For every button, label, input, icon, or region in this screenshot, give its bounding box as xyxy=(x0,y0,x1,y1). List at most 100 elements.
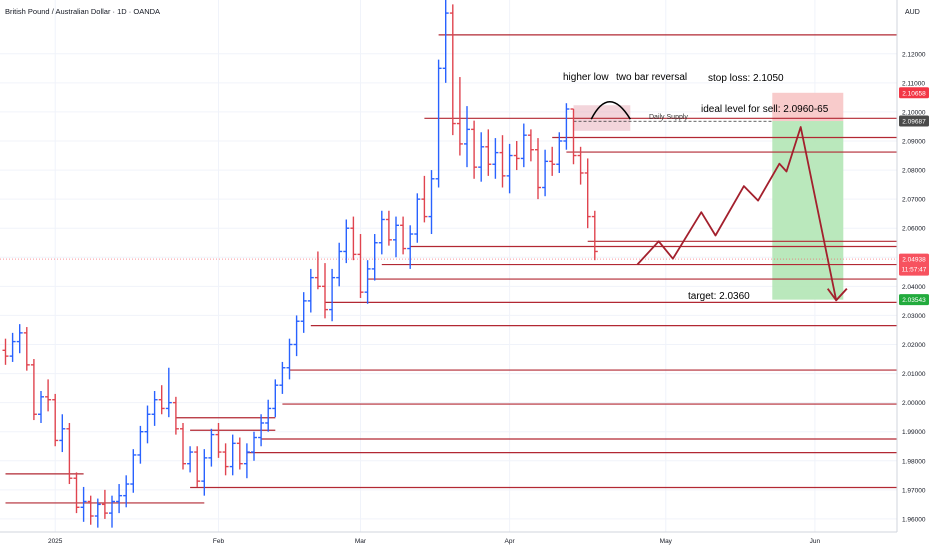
projection-arrow-head xyxy=(826,288,848,302)
ohlc-bar xyxy=(293,315,300,357)
ohlc-bar xyxy=(66,422,73,485)
ohlc-bar xyxy=(258,414,265,447)
ohlc-bar xyxy=(456,77,463,156)
ohlc-bar xyxy=(94,498,101,528)
ohlc-bar xyxy=(464,106,470,168)
price-badge-bg xyxy=(899,115,929,127)
ohlc-bar xyxy=(513,140,520,171)
ohlc-bar xyxy=(570,108,577,165)
price-badge-stop: 2.10658 xyxy=(899,87,929,99)
ohlc-bar xyxy=(236,437,243,470)
ohlc-bar xyxy=(428,170,435,235)
price-tick-label: 2.00000 xyxy=(902,400,926,407)
price-tick-label: 2.08000 xyxy=(902,168,926,175)
ohlc-bar xyxy=(407,225,414,269)
price-badge-current: 2.04938 11:57:47 xyxy=(899,253,929,276)
time-tick-label: Apr xyxy=(505,538,516,545)
price-tick-label: 1.98000 xyxy=(902,458,926,465)
ohlc-bar xyxy=(59,414,66,453)
ohlc-bar xyxy=(442,0,449,83)
daily-supply-label: Daily Supply xyxy=(649,114,688,121)
drawings[interactable] xyxy=(590,101,848,302)
grid xyxy=(0,0,897,532)
ohlc-bar xyxy=(9,332,16,362)
time-tick-label: Jun xyxy=(810,538,821,545)
price-badge-target: 2.03543 xyxy=(899,294,929,306)
ohlc-bar xyxy=(400,216,407,255)
ohlc-bar xyxy=(322,263,328,319)
ohlc-bar xyxy=(535,138,541,200)
price-tick-label: 1.96000 xyxy=(902,516,926,523)
currency-label: AUD xyxy=(905,9,920,16)
ohlc-bar xyxy=(23,327,30,371)
price-tick-label: 2.02000 xyxy=(902,342,926,349)
ohlc-bar xyxy=(272,379,279,418)
ohlc-bar xyxy=(584,158,591,229)
price-badge-bg xyxy=(899,253,929,276)
ohlc-bar xyxy=(343,219,350,264)
ohlc-bar xyxy=(194,446,201,487)
price-scale[interactable]: 1.96000 1.97000 1.98000 1.99000 2.00000 2.010… xyxy=(902,51,926,523)
ohlc-bar xyxy=(478,132,485,182)
ohlc-bar xyxy=(180,422,186,470)
ohlc-bar xyxy=(144,405,151,444)
price-badge-value: 2.09687 xyxy=(902,119,926,126)
price-tick-label: 1.99000 xyxy=(902,429,926,436)
time-tick-label: Mar xyxy=(355,538,367,545)
time-scale[interactable]: 2025FebMarAprMayJunJul xyxy=(48,538,932,545)
price-badges: 2.10658 2.09687 2.04938 11:57:47 2.03543 xyxy=(899,87,929,306)
ohlc-bar xyxy=(385,210,392,246)
ohlc-bars xyxy=(2,0,598,528)
price-tick-label: 2.11000 xyxy=(902,80,925,87)
ohlc-bar xyxy=(87,495,94,525)
ohlc-bar xyxy=(449,4,456,136)
ohlc-bar xyxy=(591,210,598,261)
higher-low-label: higher low xyxy=(563,72,609,83)
target-label: target: 2.0360 xyxy=(688,291,750,302)
projected-path[interactable] xyxy=(636,126,848,302)
ohlc-bar xyxy=(123,475,130,508)
ohlc-bar xyxy=(364,260,371,304)
two-bar-reversal-label: two bar reversal xyxy=(616,72,687,83)
ohlc-bar xyxy=(165,367,172,418)
ohlc-bar xyxy=(30,359,37,421)
price-tick-label: 2.06000 xyxy=(902,226,926,233)
ohlc-bar xyxy=(556,132,563,173)
ohlc-bar xyxy=(527,129,534,162)
price-badge-value: 2.10658 xyxy=(902,90,926,97)
price-tick-label: 2.10000 xyxy=(902,109,926,116)
ohlc-bar xyxy=(506,143,513,194)
ohlc-bar xyxy=(208,428,215,467)
zones xyxy=(573,92,844,300)
ohlc-bar xyxy=(286,338,293,380)
ohlc-bar xyxy=(2,338,9,365)
ohlc-bar xyxy=(251,431,257,461)
ohlc-bar xyxy=(229,434,236,476)
ohlc-bar xyxy=(52,393,59,447)
stop-loss-zone xyxy=(772,92,844,122)
ohlc-bar xyxy=(73,472,80,514)
price-tick-label: 2.04000 xyxy=(902,284,926,291)
price-badge-value: 2.04938 xyxy=(902,257,926,264)
ohlc-bar xyxy=(336,242,343,287)
ohlc-bar xyxy=(393,216,399,258)
ohlc-bar xyxy=(357,234,364,298)
time-tick-label: 2025 xyxy=(48,538,63,545)
ohlc-bar xyxy=(435,59,442,188)
price-tick-label: 1.97000 xyxy=(902,487,926,494)
ohlc-bar xyxy=(563,103,570,150)
price-tick-label: 2.01000 xyxy=(902,371,926,378)
higher-low-arc[interactable] xyxy=(590,101,631,120)
ohlc-bar xyxy=(279,361,286,394)
ohlc-bar xyxy=(16,324,23,354)
ohlc-bar xyxy=(549,146,556,176)
ohlc-bar xyxy=(101,489,108,519)
ideal-level-label: ideal level for sell: 2.0960-65 xyxy=(701,104,829,115)
ohlc-bar xyxy=(265,399,272,432)
profit-target-zone xyxy=(772,121,844,300)
price-tick-label: 2.07000 xyxy=(902,197,926,204)
price-badge-bg xyxy=(899,294,929,306)
ohlc-bar xyxy=(307,268,314,313)
